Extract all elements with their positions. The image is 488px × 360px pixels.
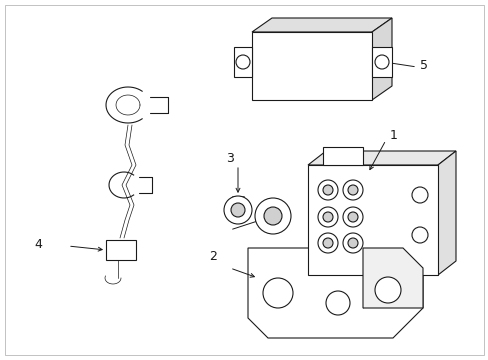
Text: 3: 3: [225, 152, 233, 165]
Circle shape: [347, 212, 357, 222]
Circle shape: [230, 203, 244, 217]
Circle shape: [323, 212, 332, 222]
Circle shape: [374, 55, 388, 69]
Circle shape: [347, 185, 357, 195]
Circle shape: [224, 196, 251, 224]
Text: 1: 1: [389, 129, 397, 141]
Circle shape: [317, 207, 337, 227]
Polygon shape: [271, 18, 391, 86]
Circle shape: [263, 278, 292, 308]
Bar: [323, 147, 362, 165]
Circle shape: [236, 55, 249, 69]
Circle shape: [342, 180, 362, 200]
Bar: [371, 47, 391, 77]
Circle shape: [342, 233, 362, 253]
Circle shape: [323, 185, 332, 195]
Polygon shape: [362, 248, 422, 308]
Polygon shape: [247, 248, 422, 338]
Polygon shape: [325, 151, 455, 261]
Bar: [307, 165, 437, 275]
Polygon shape: [371, 18, 391, 100]
Circle shape: [342, 207, 362, 227]
Bar: [251, 32, 371, 100]
Bar: [234, 47, 251, 77]
Polygon shape: [251, 18, 391, 32]
Circle shape: [411, 227, 427, 243]
Bar: [106, 240, 136, 260]
Circle shape: [323, 238, 332, 248]
Circle shape: [374, 277, 400, 303]
Circle shape: [325, 291, 349, 315]
Circle shape: [347, 238, 357, 248]
Circle shape: [317, 233, 337, 253]
Polygon shape: [307, 151, 455, 165]
Text: 5: 5: [419, 59, 427, 72]
Text: 4: 4: [34, 238, 42, 251]
Circle shape: [264, 207, 282, 225]
Circle shape: [411, 187, 427, 203]
Polygon shape: [437, 151, 455, 275]
Text: 2: 2: [209, 249, 217, 262]
Circle shape: [317, 180, 337, 200]
Circle shape: [254, 198, 290, 234]
